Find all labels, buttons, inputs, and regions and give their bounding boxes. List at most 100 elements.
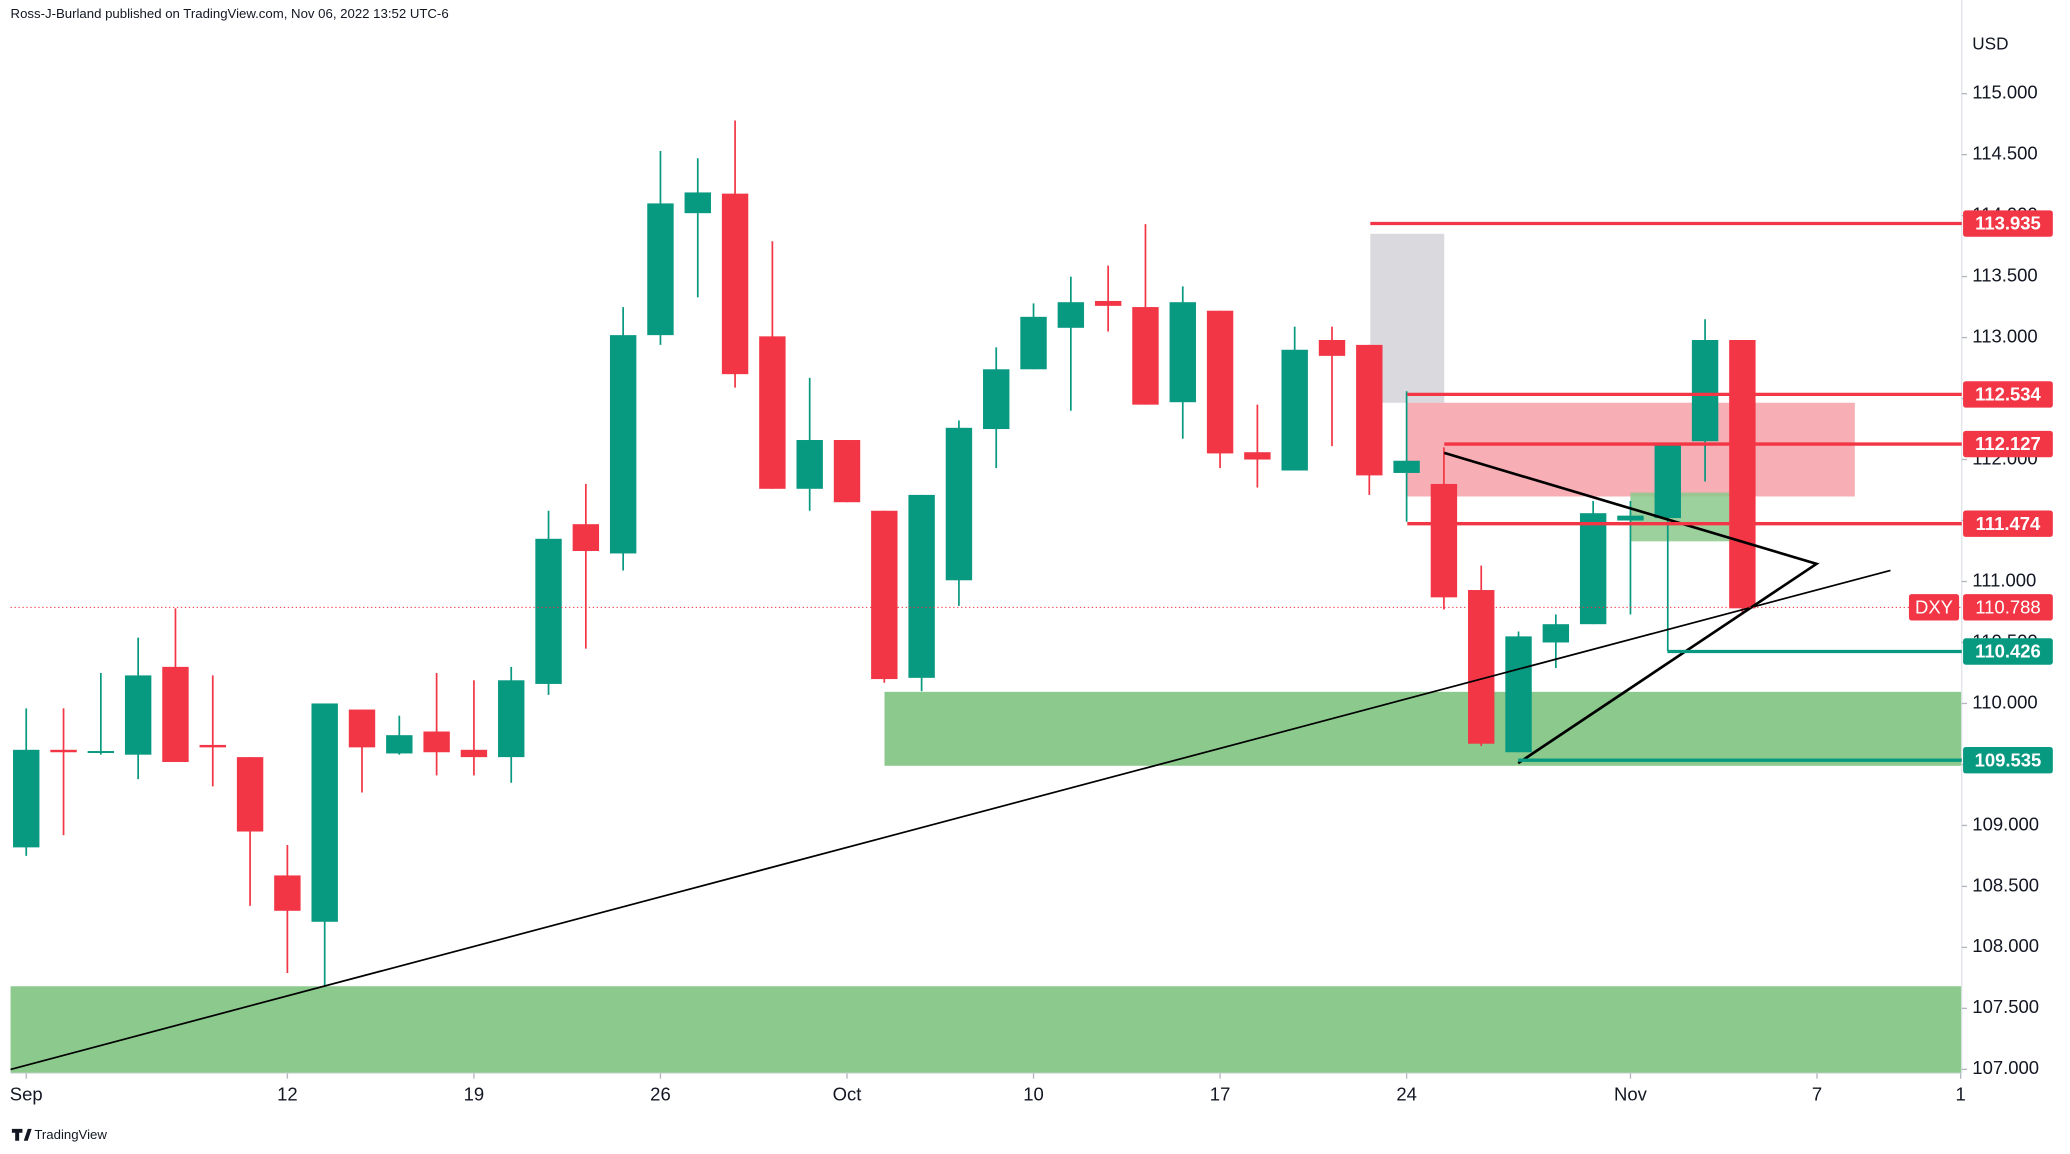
candle-body (1393, 460, 1420, 473)
candle-body (1057, 302, 1085, 328)
candle-body (1468, 590, 1495, 744)
candle-body (274, 875, 301, 911)
y-tick-label: 114.500 (1972, 142, 2037, 163)
candle-body (1244, 452, 1271, 460)
x-tick-label: Oct (833, 1084, 862, 1105)
candle-body (1729, 340, 1756, 609)
candle-body (423, 731, 450, 753)
y-tick-label: 109.000 (1972, 813, 2039, 834)
candle-body (1542, 624, 1570, 643)
x-tick-label: Nov (1614, 1084, 1648, 1105)
candle-body (871, 510, 898, 680)
y-tick-label: 110.000 (1972, 691, 2037, 712)
y-tick-label: 115.000 (1972, 82, 2037, 103)
candle-body (647, 203, 674, 336)
candle-body (572, 524, 600, 552)
candle-body (348, 709, 376, 748)
candle-body (1430, 483, 1458, 598)
candle-body (1206, 310, 1234, 454)
level-label-box (1963, 430, 2053, 458)
candle-body (1281, 349, 1308, 471)
candle-body (1094, 300, 1122, 306)
level-label: 109.535 (1975, 749, 2042, 770)
candle-body (199, 744, 226, 748)
y-tick-label: 111.000 (1972, 569, 2036, 590)
y-tick-label: 113.000 (1972, 325, 2037, 346)
last-price-label: 110.788 (1975, 597, 2040, 618)
trend-line (10, 569, 1891, 1071)
candle-body (908, 494, 935, 678)
trend-lines (10, 451, 1891, 1071)
candle-body (796, 440, 823, 489)
candle-body (236, 757, 264, 832)
triangle-line (1443, 451, 1820, 765)
y-tick-label: 108.000 (1972, 935, 2039, 956)
candle-body (1356, 344, 1383, 476)
candle-body (1132, 307, 1159, 405)
x-tick-label: 10 (1023, 1084, 1044, 1105)
candle-body (684, 192, 711, 214)
level-label-box (1963, 638, 2053, 665)
y-tick-label: 107.000 (1972, 1057, 2039, 1078)
candle-body (498, 680, 525, 758)
x-tick-label: 1 (1955, 1084, 1965, 1105)
candle-body (50, 749, 77, 753)
level-label: 112.534 (1975, 384, 2041, 405)
candle-body (721, 193, 749, 375)
symbol-label: DXY (1915, 597, 1953, 618)
candle-body (1505, 636, 1532, 753)
candle-body (609, 335, 637, 554)
currency: USD (1972, 34, 2008, 54)
x-tick-label: 19 (464, 1084, 485, 1105)
candle-body (162, 666, 189, 763)
x-tick-label: 24 (1396, 1084, 1417, 1105)
candle-body (1020, 316, 1047, 370)
x-tick-label: Sep (10, 1084, 43, 1105)
y-tick-label: 107.500 (1972, 996, 2039, 1017)
x-tick-label: 26 (650, 1084, 671, 1105)
candles (13, 120, 1756, 987)
candle-body (124, 675, 152, 755)
x-tick-label: 7 (1812, 1084, 1822, 1105)
level-label: 113.935 (1975, 213, 2041, 234)
logo-text: TradingView (34, 1127, 107, 1142)
support-zone (10, 986, 1962, 1074)
candle-body (1169, 302, 1196, 403)
logo[interactable]: TradingView (11, 1127, 107, 1142)
candle-body (1654, 444, 1681, 519)
x-tick-label: 17 (1210, 1084, 1231, 1105)
level-label-box (1963, 510, 2053, 537)
candle-body (460, 749, 488, 758)
level-label: 110.426 (1975, 641, 2041, 662)
level-label: 112.127 (1975, 433, 2041, 454)
support-zone (884, 691, 1962, 766)
level-label: 111.474 (1976, 513, 2041, 534)
candle-body (1579, 513, 1607, 625)
candle-body (311, 703, 338, 922)
logo-icon (11, 1128, 32, 1141)
x-tick-label: 12 (277, 1084, 298, 1105)
candle-body (1318, 340, 1346, 356)
publish-info: Ross-J-Burland published on TradingView.… (11, 6, 449, 21)
candle-body (759, 336, 786, 489)
candle-body (87, 751, 115, 754)
drawings (10, 233, 1962, 1074)
gap-zone (1370, 233, 1445, 403)
levels: 113.935 112.534 112.127 111.474 110.426 109.5… (1370, 210, 2053, 774)
candle-body (1691, 340, 1719, 442)
y-tick-label: 108.500 (1972, 874, 2039, 895)
candle-body (535, 538, 562, 684)
y-tick-label: 113.500 (1972, 264, 2037, 285)
candle-body (833, 440, 861, 503)
level-label-box (1963, 381, 2053, 408)
last-price-box (1963, 594, 2053, 621)
candle-body (1617, 515, 1644, 521)
resistance-zone (1407, 402, 1855, 497)
level-label-box (1963, 746, 2053, 774)
candle-body (13, 749, 40, 848)
level-label-box (1963, 210, 2053, 237)
candle-body (386, 735, 413, 754)
candle-body (945, 427, 973, 581)
